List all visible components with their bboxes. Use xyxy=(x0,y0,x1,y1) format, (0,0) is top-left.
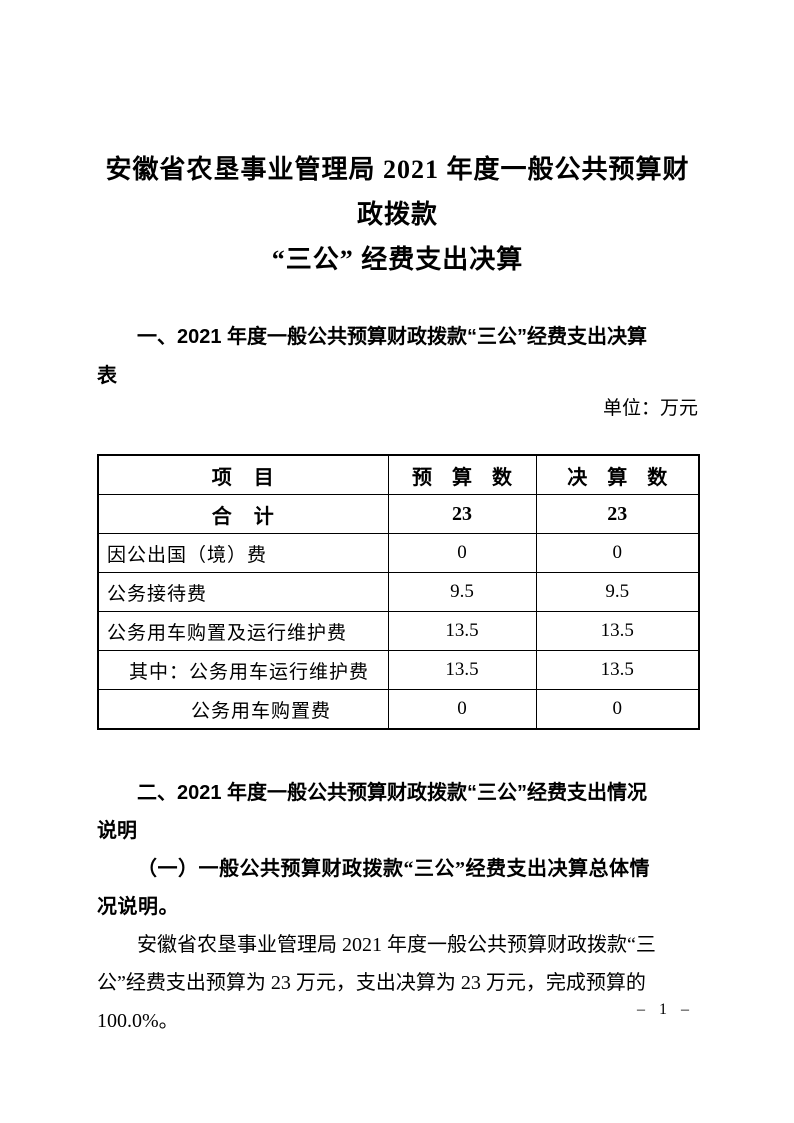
title-line-1: 安徽省农垦事业管理局 2021 年度一般公共预算财政拨款 xyxy=(105,155,690,229)
section-one-heading-line-1: 一、2021 年度一般公共预算财政拨款“三公”经费支出决算 xyxy=(137,326,648,348)
final-cell: 0 xyxy=(535,533,700,573)
summary-paragraph: 安徽省农垦事业管理局 2021 年度一般公共预算财政拨款“三 公”经费支出预算为… xyxy=(97,926,698,1040)
table-row-vehicle-total: 公务用车购置及运行维护费 13.5 13.5 xyxy=(97,611,700,651)
subsection-heading-line-1: （一）一般公共预算财政拨款“三公”经费支出决算总体情 xyxy=(137,858,650,880)
page-content: 安徽省农垦事业管理局 2021 年度一般公共预算财政拨款 “三公” 经费支出决算… xyxy=(97,0,700,1040)
item-cell: 合 计 xyxy=(97,494,389,534)
budget-cell: 13.5 xyxy=(387,650,537,690)
table-row-vehicle-purchase: 公务用车购置费 0 0 xyxy=(97,689,700,730)
table-row-total: 合 计 23 23 xyxy=(97,494,700,534)
header-budget: 预 算 数 xyxy=(387,454,537,495)
section-one-heading-line-2: 表 xyxy=(97,365,117,387)
item-cell: 因公出国（境）费 xyxy=(97,533,389,573)
table-row-abroad: 因公出国（境）费 0 0 xyxy=(97,533,700,573)
table-row-reception: 公务接待费 9.5 9.5 xyxy=(97,572,700,612)
section-two-heading-line-2: 说明 xyxy=(97,820,137,842)
budget-cell: 0 xyxy=(387,689,537,730)
subsection-heading-line-2: 况说明。 xyxy=(97,896,179,918)
header-item: 项 目 xyxy=(97,454,389,495)
summary-paragraph-line-2: 公”经费支出预算为 23 万元，支出决算为 23 万元，完成预算的 xyxy=(97,972,646,994)
document-title: 安徽省农垦事业管理局 2021 年度一般公共预算财政拨款 “三公” 经费支出决算 xyxy=(97,0,698,282)
item-cell: 公务用车购置费 xyxy=(97,689,389,730)
subsection-heading: （一）一般公共预算财政拨款“三公”经费支出决算总体情 况说明。 xyxy=(97,850,698,926)
final-cell: 0 xyxy=(535,689,700,730)
item-cell: 其中：公务用车运行维护费 xyxy=(97,650,389,690)
section-two-heading-line-1: 二、2021 年度一般公共预算财政拨款“三公”经费支出情况 xyxy=(137,782,648,804)
final-cell: 23 xyxy=(535,494,700,534)
summary-paragraph-line-3: 100.0%。 xyxy=(97,1010,179,1032)
summary-paragraph-line-1: 安徽省农垦事业管理局 2021 年度一般公共预算财政拨款“三 xyxy=(137,934,656,956)
unit-label: 单位：万元 xyxy=(602,398,698,419)
budget-cell: 13.5 xyxy=(387,611,537,651)
section-two-heading: 二、2021 年度一般公共预算财政拨款“三公”经费支出情况 说明 xyxy=(97,774,698,850)
final-cell: 13.5 xyxy=(535,611,700,651)
item-cell: 公务用车购置及运行维护费 xyxy=(97,611,389,651)
table-header-row: 项 目 预 算 数 决 算 数 xyxy=(97,454,700,495)
header-final: 决 算 数 xyxy=(535,454,700,495)
expenditure-table: 项 目 预 算 数 决 算 数 合 计 23 23 因公出国（境）费 0 0 公… xyxy=(97,454,700,730)
final-cell: 13.5 xyxy=(535,650,700,690)
budget-cell: 9.5 xyxy=(387,572,537,612)
budget-cell: 0 xyxy=(387,533,537,573)
final-cell: 9.5 xyxy=(535,572,700,612)
page-number: – 1 – xyxy=(637,1001,694,1018)
section-one-heading: 一、2021 年度一般公共预算财政拨款“三公”经费支出决算 表 xyxy=(97,318,698,396)
budget-cell: 23 xyxy=(387,494,537,534)
table-row-vehicle-operation: 其中：公务用车运行维护费 13.5 13.5 xyxy=(97,650,700,690)
title-line-2: “三公” 经费支出决算 xyxy=(271,245,524,274)
item-cell: 公务接待费 xyxy=(97,572,389,612)
